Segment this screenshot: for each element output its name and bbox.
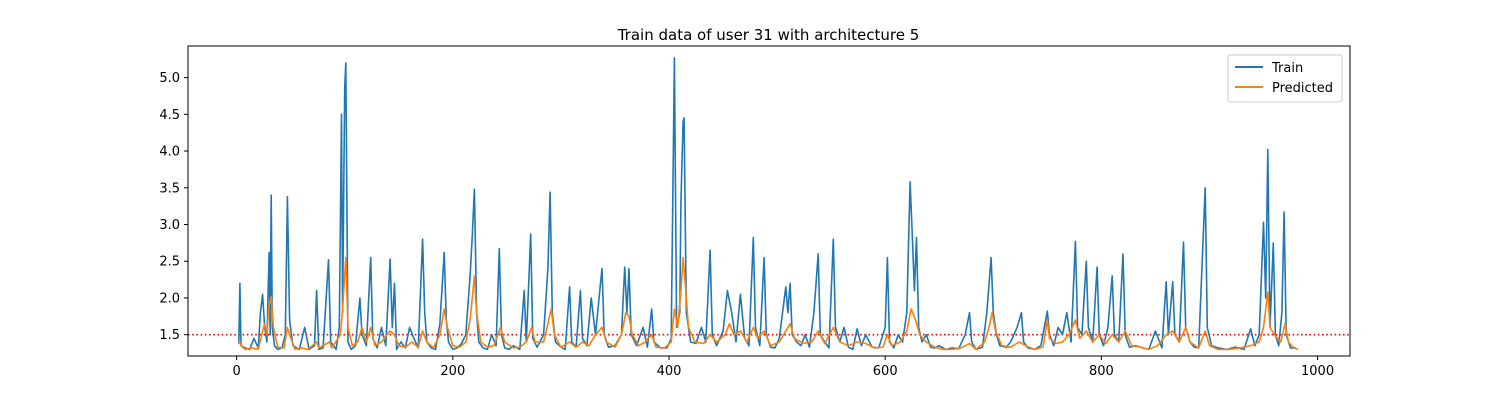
y-tick-label: 4.5 xyxy=(159,108,180,123)
x-tick-label: 600 xyxy=(873,364,898,379)
y-tick-label: 3.5 xyxy=(159,181,180,196)
axes-frame xyxy=(187,45,1351,357)
legend-label-train: Train xyxy=(1271,61,1303,76)
y-tick-label: 2.0 xyxy=(159,291,180,306)
x-tick-label: 800 xyxy=(1089,364,1114,379)
legend-label-predicted: Predicted xyxy=(1272,81,1333,96)
y-tick-label: 4.0 xyxy=(159,145,180,160)
x-tick-label: 200 xyxy=(440,364,465,379)
y-tick-label: 2.5 xyxy=(159,255,180,270)
x-axis: 0 200 400 600 800 1000 xyxy=(233,356,1334,379)
y-tick-label: 1.5 xyxy=(159,328,180,343)
legend: Train Predicted xyxy=(1227,54,1343,103)
x-tick-label: 400 xyxy=(657,364,682,379)
y-axis: 1.5 2.0 2.5 3.0 3.5 4.0 4.5 5.0 xyxy=(159,71,188,343)
y-tick-label: 3.0 xyxy=(159,218,180,233)
plot-area xyxy=(188,57,1350,351)
chart-title: Train data of user 31 with architecture … xyxy=(617,26,920,44)
series-line-predicted xyxy=(238,256,1299,351)
series-layer xyxy=(238,57,1299,351)
x-tick-label: 0 xyxy=(233,364,241,379)
y-tick-label: 5.0 xyxy=(159,71,180,86)
x-tick-label: 1000 xyxy=(1301,364,1334,379)
